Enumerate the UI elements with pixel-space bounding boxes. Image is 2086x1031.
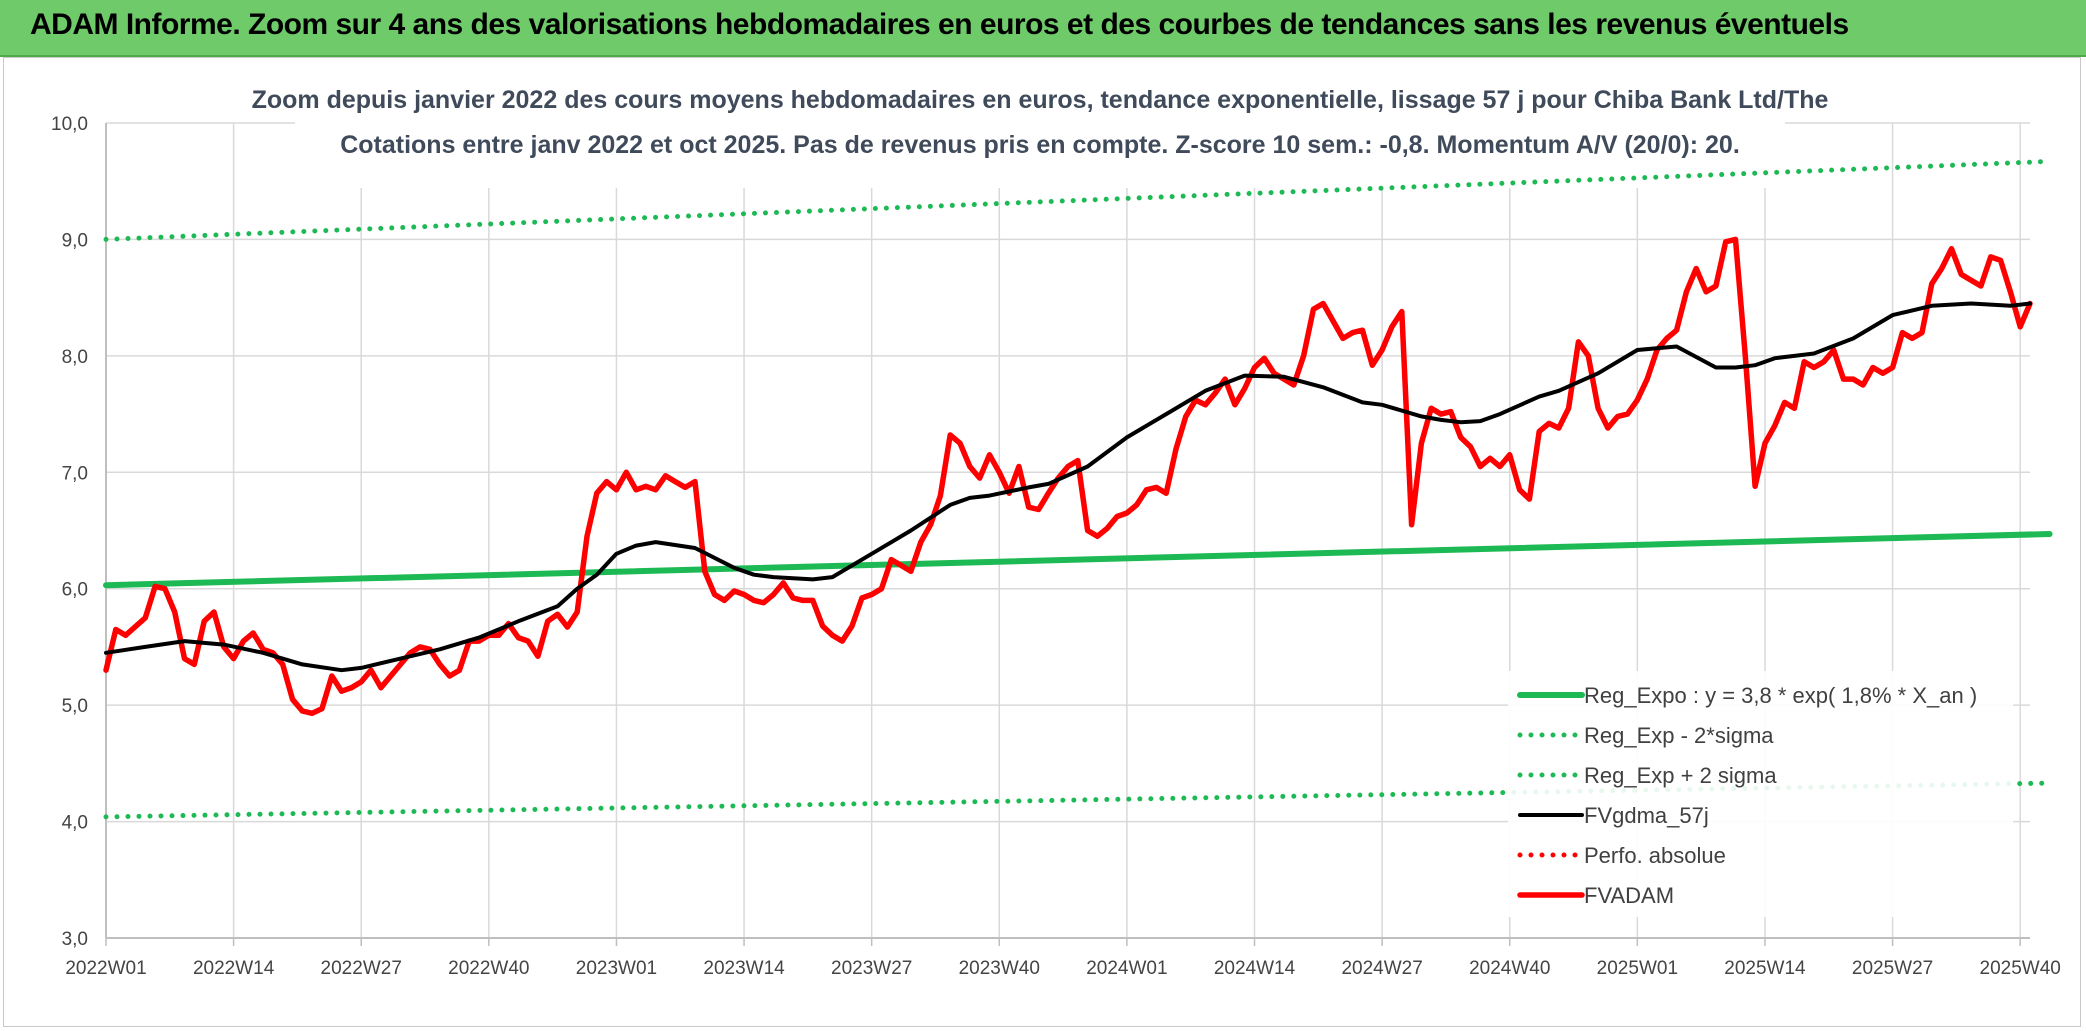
x-tick-label: 2025W27 (1852, 958, 1933, 979)
y-tick-label: 4,0 (62, 813, 88, 834)
chart-frame (3, 57, 2081, 1027)
legend-label: FVgdma_57j (1584, 803, 1709, 828)
x-tick-label: 2024W14 (1214, 958, 1296, 979)
x-tick-label: 2025W01 (1597, 958, 1678, 979)
y-tick-label: 10,0 (51, 114, 88, 135)
chart-title-background (295, 70, 1785, 188)
x-tick-label: 2023W01 (576, 958, 657, 979)
y-tick-label: 3,0 (62, 929, 88, 950)
x-tick-label: 2022W27 (321, 958, 402, 979)
chart-title-line-2: Cotations entre janv 2022 et oct 2025. P… (340, 131, 1740, 159)
chart-title-backdrop (295, 70, 1785, 188)
x-tick-label: 2025W14 (1724, 958, 1806, 979)
y-tick-label: 7,0 (62, 463, 88, 484)
x-tick-label: 2023W40 (959, 958, 1040, 979)
x-tick-label: 2023W27 (831, 958, 912, 979)
y-tick-label: 5,0 (62, 696, 88, 717)
x-tick-label: 2024W40 (1469, 958, 1550, 979)
header-banner: ADAM Informe. Zoom sur 4 ans des valoris… (0, 0, 2086, 57)
legend-label: Reg_Expo : y = 3,8 * exp( 1,8% * X_an ) (1584, 683, 1977, 708)
legend: Reg_Expo : y = 3,8 * exp( 1,8% * X_an ) R… (1508, 671, 2013, 917)
axes: 3,0 4,0 5,0 6,0 7,0 8,0 9,0 10,0 2022W01 2022W14 2… (51, 114, 2061, 979)
series-line-5 (103, 236, 2033, 717)
legend-box (1508, 671, 2013, 917)
series-line-0 (103, 531, 2053, 589)
legend-label: Reg_Exp + 2 sigma (1584, 763, 1777, 788)
grid (105, 122, 2030, 939)
chart-title-line-1: Zoom depuis janvier 2022 des cours moyen… (252, 86, 1829, 114)
y-tick-label: 6,0 (62, 580, 88, 601)
x-tick-label: 2024W01 (1086, 958, 1167, 979)
x-tick-label: 2023W14 (703, 958, 785, 979)
legend-label: FVADAM (1584, 883, 1674, 908)
x-tick-label: 2024W27 (1341, 958, 1422, 979)
y-tick-label: 9,0 (62, 230, 88, 251)
series (103, 158, 2053, 820)
page-title: ADAM Informe. Zoom sur 4 ans des valoris… (30, 8, 1849, 41)
x-tick-label: 2022W01 (65, 958, 146, 979)
legend-label: Perfo. absolue (1584, 843, 1726, 868)
x-tick-label: 2022W14 (193, 958, 275, 979)
series-line-3 (104, 301, 2032, 673)
y-tick-label: 8,0 (62, 347, 88, 368)
legend-label: Reg_Exp - 2*sigma (1584, 723, 1774, 748)
x-tick-label: 2022W40 (448, 958, 529, 979)
x-tick-label: 2025W40 (1980, 958, 2061, 979)
